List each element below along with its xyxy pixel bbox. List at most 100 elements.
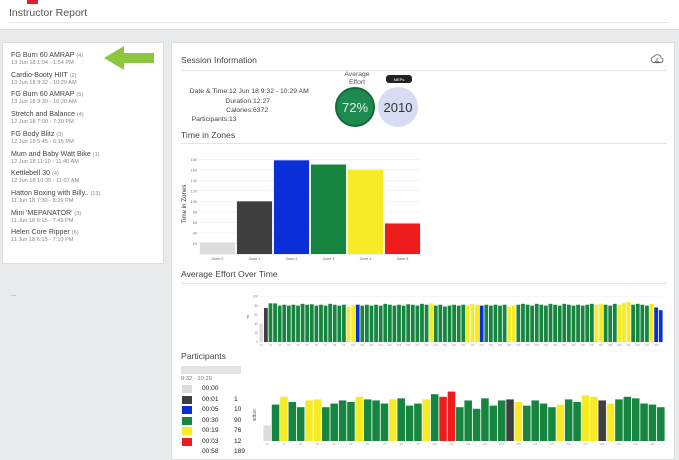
- y-tick-label: 20: [254, 331, 258, 335]
- x-tick-label: 012: [369, 343, 374, 347]
- zone-time: 00:05: [202, 406, 219, 413]
- info-date-time: Date & Time:12 Jun 18 9:32 - 10:29 AM: [189, 88, 309, 95]
- participant-bar: [481, 398, 489, 441]
- effort-bar: [603, 304, 608, 342]
- effort-bar: [594, 304, 599, 342]
- effort-bar: [264, 307, 268, 342]
- effort-bar: [631, 304, 636, 342]
- participant-bar: [330, 403, 338, 441]
- bar-zone-2: [273, 160, 310, 254]
- session-name: Hatton Boxing with Billy.. (13): [11, 188, 101, 197]
- more-sessions[interactable]: ...: [11, 291, 17, 298]
- effort-bar: [296, 305, 300, 342]
- y-tick-label: 40: [193, 231, 197, 235]
- x-tick-label: 05: [349, 442, 352, 446]
- session-date: 12 Jun 18 5:45 - 6:15 PM: [11, 138, 74, 145]
- y-axis-label: Effort: [252, 409, 258, 421]
- session-list-item[interactable]: Mum and Baby Watt Bike (1) 12 Jun 18 11:1…: [11, 150, 161, 165]
- brand-logo-mark: [27, 0, 38, 4]
- x-tick-label: 020: [600, 442, 605, 446]
- y-axis-label: Time in Zones: [181, 185, 188, 224]
- effort-bar: [622, 302, 626, 342]
- x-tick-label: 039: [617, 343, 622, 347]
- session-list-item[interactable]: FG Burn 60 AMRAP (4) 13 Jun 18 1:04 - 1:5…: [11, 51, 161, 66]
- effort-bar: [516, 304, 521, 342]
- effort-bar: [342, 304, 346, 342]
- session-name: FG Burn 60 AMRAP (5): [11, 90, 84, 99]
- session-name: Stretch and Balance (4): [11, 110, 84, 119]
- effort-bar: [415, 305, 420, 342]
- effort-bar: [365, 304, 369, 342]
- participant-name-redacted: [181, 366, 241, 374]
- effort-bar: [571, 305, 576, 342]
- participant-bar: [548, 407, 556, 441]
- participant-bar: [531, 400, 539, 441]
- session-list-item[interactable]: Hatton Boxing with Billy.. (13) 11 Jun 18…: [11, 189, 161, 204]
- x-tick-label: 08: [400, 442, 403, 446]
- session-list-item[interactable]: Stretch and Balance (4) 12 Jun 18 7:00 - …: [11, 110, 161, 125]
- x-tick-label: 032: [553, 343, 558, 347]
- effort-bar: [332, 304, 337, 342]
- session-list-item[interactable]: Mini 'MEPANATOR' (3) 11 Jun 18 6:15 - 7:4…: [11, 209, 161, 224]
- x-tick-label: Zone 4: [360, 257, 372, 261]
- cloud-download-icon[interactable]: [650, 53, 664, 65]
- avg-effort-over-time-title: Average Effort Over Time: [181, 269, 278, 279]
- info-duration: Duration:12:27: [225, 98, 271, 105]
- meps-badge: MEPs: [386, 75, 412, 83]
- x-tick-label: 017: [550, 442, 555, 446]
- x-tick-label: 04: [333, 442, 336, 446]
- effort-bar: [557, 305, 562, 342]
- highlight-arrow-icon: [104, 46, 154, 70]
- effort-bar: [424, 304, 429, 342]
- zone-summary-row: 00:01 1: [182, 395, 252, 405]
- x-tick-label: 043: [654, 343, 659, 347]
- zone-summary-row: 00:19 76: [182, 427, 252, 436]
- participant-bar: [380, 403, 389, 441]
- participant-bar: [347, 402, 355, 441]
- session-name: Mini 'MEPANATOR' (3): [11, 208, 82, 217]
- x-tick-label: 014: [500, 442, 505, 446]
- x-tick-label: 020: [443, 343, 448, 347]
- zone-value: 10: [234, 406, 242, 413]
- session-date: 12 Jun 18 11:10 - 11:40 AM: [11, 158, 79, 165]
- x-tick-label: 040: [626, 343, 631, 347]
- y-tick-label: 60: [254, 313, 258, 317]
- participant-bar: [472, 408, 481, 441]
- x-tick-label: 014: [388, 343, 393, 347]
- x-tick-label: 024: [479, 343, 484, 347]
- y-tick-label: 180: [191, 158, 197, 162]
- effort-bar: [484, 304, 489, 342]
- effort-bar: [567, 304, 571, 342]
- zone-summary-row: 00:05 10: [182, 406, 252, 415]
- effort-bar: [466, 305, 470, 342]
- effort-bar: [286, 305, 291, 342]
- session-list-item[interactable]: Cardio-Booty HIIT (2) 13 Jun 18 9:32 - 10…: [11, 71, 161, 86]
- avg-effort-over-time-chart: 020406080100%000102030405060708090100110…: [247, 295, 663, 347]
- meps-total-badge: 2010: [378, 87, 418, 127]
- effort-bar: [626, 302, 631, 342]
- effort-bar: [544, 305, 548, 342]
- participant-bar: [523, 405, 531, 441]
- zone-value: 76: [234, 427, 242, 434]
- zone-time: 00:19: [202, 427, 219, 434]
- effort-bar: [461, 304, 466, 342]
- session-list-item[interactable]: FG Burn 60 AMRAP (5) 13 Jun 18 9:30 - 10:…: [11, 90, 161, 105]
- participant-bar: [305, 400, 313, 441]
- x-tick-label: Zone 5: [397, 257, 409, 261]
- x-tick-label: 041: [636, 343, 641, 347]
- effort-bar: [580, 305, 585, 342]
- x-tick-label: 015: [516, 442, 521, 446]
- x-tick-label: 016: [406, 343, 411, 347]
- session-list-item[interactable]: Helen Core Ripper (6) 11 Jun 18 6:15 - 7:…: [11, 228, 161, 243]
- participant-bar: [439, 396, 447, 441]
- effort-bar: [640, 304, 645, 342]
- effort-bar: [410, 304, 415, 342]
- effort-bar: [383, 303, 388, 342]
- session-list-item[interactable]: FG Body Blitz (3) 12 Jun 18 5:45 - 6:15 P…: [11, 130, 161, 145]
- x-tick-label: Zone 1: [249, 257, 261, 261]
- x-tick-label: 07: [324, 343, 327, 347]
- y-tick-label: 80: [254, 304, 258, 308]
- effort-bar: [355, 304, 360, 342]
- session-list-item[interactable]: Kettlebell 30 (4) 12 Jun 18 10:35 - 11:07…: [11, 169, 161, 184]
- effort-bar: [387, 304, 392, 342]
